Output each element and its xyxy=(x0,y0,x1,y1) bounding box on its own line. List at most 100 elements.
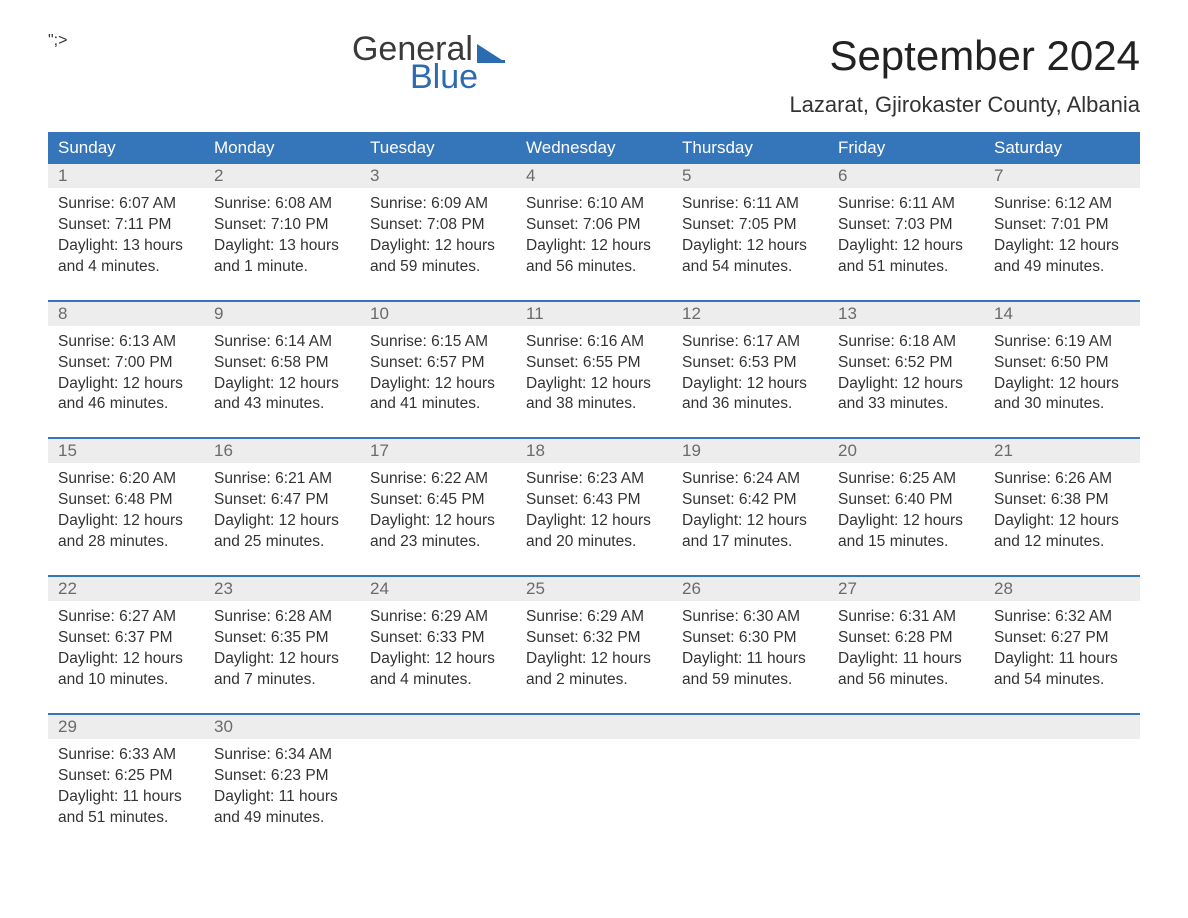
daylight-text-2: and 25 minutes. xyxy=(214,532,350,553)
day-number xyxy=(828,715,984,739)
day-cell: Sunrise: 6:16 AMSunset: 6:55 PMDaylight:… xyxy=(516,326,672,424)
daylight-text-1: Daylight: 12 hours xyxy=(370,649,506,670)
daylight-text-2: and 43 minutes. xyxy=(214,394,350,415)
sunrise-text: Sunrise: 6:29 AM xyxy=(526,607,662,628)
sunset-text: Sunset: 6:55 PM xyxy=(526,353,662,374)
daylight-text-2: and 10 minutes. xyxy=(58,670,194,691)
daylight-text-1: Daylight: 12 hours xyxy=(526,511,662,532)
day-number xyxy=(360,715,516,739)
dow-wed: Wednesday xyxy=(516,132,672,164)
daylight-text-2: and 7 minutes. xyxy=(214,670,350,691)
dow-sun: Sunday xyxy=(48,132,204,164)
daylight-text-1: Daylight: 12 hours xyxy=(370,374,506,395)
day-number: 19 xyxy=(672,439,828,463)
day-cell: Sunrise: 6:21 AMSunset: 6:47 PMDaylight:… xyxy=(204,463,360,561)
day-of-week-header: Sunday Monday Tuesday Wednesday Thursday… xyxy=(48,132,1140,164)
sunrise-text: Sunrise: 6:11 AM xyxy=(682,194,818,215)
day-cell: Sunrise: 6:23 AMSunset: 6:43 PMDaylight:… xyxy=(516,463,672,561)
sunrise-text: Sunrise: 6:21 AM xyxy=(214,469,350,490)
day-cell xyxy=(516,739,672,837)
sunset-text: Sunset: 6:35 PM xyxy=(214,628,350,649)
day-number: 8 xyxy=(48,302,204,326)
day-number xyxy=(516,715,672,739)
day-number-row: 1234567 xyxy=(48,164,1140,188)
day-number: 22 xyxy=(48,577,204,601)
sunset-text: Sunset: 6:45 PM xyxy=(370,490,506,511)
sunset-text: Sunset: 7:01 PM xyxy=(994,215,1130,236)
sunrise-text: Sunrise: 6:22 AM xyxy=(370,469,506,490)
daylight-text-2: and 23 minutes. xyxy=(370,532,506,553)
daylight-text-1: Daylight: 12 hours xyxy=(58,374,194,395)
daylight-text-1: Daylight: 12 hours xyxy=(370,511,506,532)
logo: General Blue xyxy=(352,32,505,94)
title-block: September 2024 Lazarat, Gjirokaster Coun… xyxy=(789,32,1140,118)
sunrise-text: Sunrise: 6:33 AM xyxy=(58,745,194,766)
day-number: 6 xyxy=(828,164,984,188)
daylight-text-1: Daylight: 13 hours xyxy=(214,236,350,257)
day-cell: Sunrise: 6:12 AMSunset: 7:01 PMDaylight:… xyxy=(984,188,1140,286)
week-row: 2930Sunrise: 6:33 AMSunset: 6:25 PMDayli… xyxy=(48,713,1140,837)
week-row: 891011121314Sunrise: 6:13 AMSunset: 7:00… xyxy=(48,300,1140,424)
week-row: 1234567Sunrise: 6:07 AMSunset: 7:11 PMDa… xyxy=(48,164,1140,286)
sunrise-text: Sunrise: 6:07 AM xyxy=(58,194,194,215)
day-cell: Sunrise: 6:11 AMSunset: 7:05 PMDaylight:… xyxy=(672,188,828,286)
daylight-text-2: and 38 minutes. xyxy=(526,394,662,415)
sunrise-text: Sunrise: 6:18 AM xyxy=(838,332,974,353)
week-row: 22232425262728Sunrise: 6:27 AMSunset: 6:… xyxy=(48,575,1140,699)
day-number: 10 xyxy=(360,302,516,326)
day-cell: Sunrise: 6:14 AMSunset: 6:58 PMDaylight:… xyxy=(204,326,360,424)
daylight-text-1: Daylight: 12 hours xyxy=(682,511,818,532)
dow-tue: Tuesday xyxy=(360,132,516,164)
sunrise-text: Sunrise: 6:24 AM xyxy=(682,469,818,490)
daylight-text-1: Daylight: 11 hours xyxy=(682,649,818,670)
daylight-text-2: and 49 minutes. xyxy=(994,257,1130,278)
daylight-text-1: Daylight: 12 hours xyxy=(526,649,662,670)
day-number: 24 xyxy=(360,577,516,601)
sunrise-text: Sunrise: 6:25 AM xyxy=(838,469,974,490)
day-cell: Sunrise: 6:28 AMSunset: 6:35 PMDaylight:… xyxy=(204,601,360,699)
day-cell: Sunrise: 6:22 AMSunset: 6:45 PMDaylight:… xyxy=(360,463,516,561)
sunset-text: Sunset: 6:42 PM xyxy=(682,490,818,511)
day-number: 21 xyxy=(984,439,1140,463)
sunrise-text: Sunrise: 6:20 AM xyxy=(58,469,194,490)
day-number-row: 15161718192021 xyxy=(48,439,1140,463)
sunrise-text: Sunrise: 6:23 AM xyxy=(526,469,662,490)
sunrise-text: Sunrise: 6:30 AM xyxy=(682,607,818,628)
daylight-text-2: and 2 minutes. xyxy=(526,670,662,691)
day-cell: Sunrise: 6:31 AMSunset: 6:28 PMDaylight:… xyxy=(828,601,984,699)
sunset-text: Sunset: 6:28 PM xyxy=(838,628,974,649)
sunset-text: Sunset: 7:05 PM xyxy=(682,215,818,236)
daylight-text-2: and 51 minutes. xyxy=(838,257,974,278)
day-cell: Sunrise: 6:20 AMSunset: 6:48 PMDaylight:… xyxy=(48,463,204,561)
day-cell xyxy=(360,739,516,837)
sunset-text: Sunset: 6:52 PM xyxy=(838,353,974,374)
logo-flag-icon xyxy=(477,44,505,62)
sunset-text: Sunset: 6:32 PM xyxy=(526,628,662,649)
dow-sat: Saturday xyxy=(984,132,1140,164)
sunset-text: Sunset: 6:23 PM xyxy=(214,766,350,787)
sunrise-text: Sunrise: 6:08 AM xyxy=(214,194,350,215)
sunset-text: Sunset: 7:06 PM xyxy=(526,215,662,236)
daylight-text-2: and 59 minutes. xyxy=(370,257,506,278)
day-number xyxy=(672,715,828,739)
daylight-text-1: Daylight: 12 hours xyxy=(994,236,1130,257)
daylight-text-2: and 1 minute. xyxy=(214,257,350,278)
sunset-text: Sunset: 6:37 PM xyxy=(58,628,194,649)
daylight-text-2: and 12 minutes. xyxy=(994,532,1130,553)
day-number: 20 xyxy=(828,439,984,463)
daylight-text-2: and 56 minutes. xyxy=(526,257,662,278)
sunset-text: Sunset: 6:53 PM xyxy=(682,353,818,374)
sunrise-text: Sunrise: 6:17 AM xyxy=(682,332,818,353)
sunrise-text: Sunrise: 6:14 AM xyxy=(214,332,350,353)
day-cell: Sunrise: 6:26 AMSunset: 6:38 PMDaylight:… xyxy=(984,463,1140,561)
daylight-text-1: Daylight: 12 hours xyxy=(526,236,662,257)
daylight-text-1: Daylight: 12 hours xyxy=(682,236,818,257)
daylight-text-2: and 54 minutes. xyxy=(682,257,818,278)
daylight-text-2: and 36 minutes. xyxy=(682,394,818,415)
daylight-text-1: Daylight: 12 hours xyxy=(526,374,662,395)
sunrise-text: Sunrise: 6:28 AM xyxy=(214,607,350,628)
daylight-text-1: Daylight: 12 hours xyxy=(58,511,194,532)
daylight-text-1: Daylight: 12 hours xyxy=(994,511,1130,532)
month-title: September 2024 xyxy=(789,32,1140,80)
location: Lazarat, Gjirokaster County, Albania xyxy=(789,92,1140,118)
